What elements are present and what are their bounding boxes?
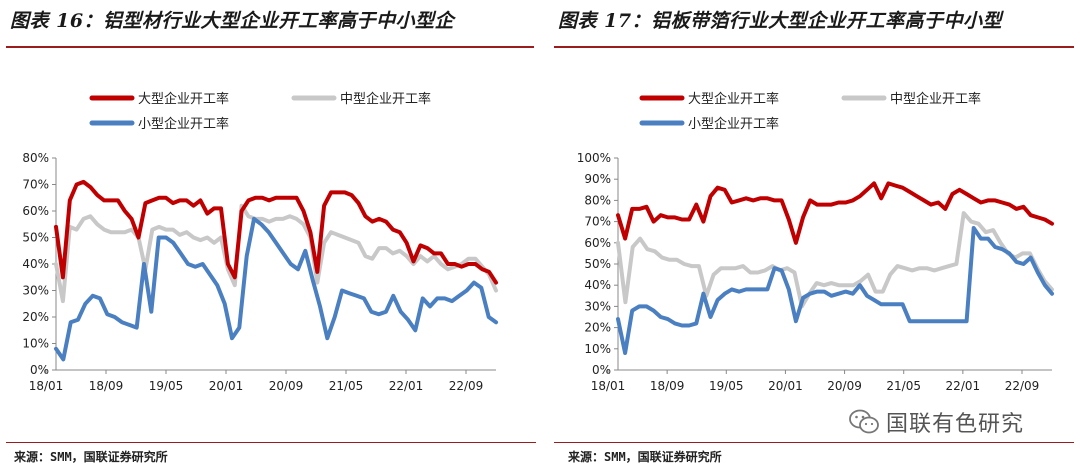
bottom-rule-right [554,442,1074,443]
x-tick-label: 20/09 [827,379,862,393]
series-line-1 [616,211,1054,309]
y-tick-label: 10% [22,337,49,351]
y-tick-label: 80% [584,193,611,207]
x-tick-label: 19/05 [149,379,184,393]
y-tick-label: 10% [584,342,611,356]
title-rule-16 [6,46,534,48]
y-tick-label: 20% [22,310,49,324]
y-tick-label: 100% [577,151,611,165]
x-tick-label: 18/01 [591,379,626,393]
title-rule-17 [554,46,1074,48]
y-tick-label: 40% [22,257,49,271]
y-tick-label: 40% [584,278,611,292]
series-line-0 [54,179,498,285]
chart-panel-right: 图表 17：铝板带箔行业大型企业开工率高于中小型 大型企业开工率 中型企业开工率小… [548,0,1080,430]
wechat-icon [849,409,879,434]
x-tick-label: 18/09 [89,379,124,393]
chart-panel-left: 图表 16：铝型材行业大型企业开工率高于中小型企 大型企业开工率 中型企业开工率小… [0,0,540,430]
y-tick-label: 60% [22,204,49,218]
x-tick-label: 22/09 [449,379,484,393]
watermark-text: 国联有色研究 [886,412,1025,437]
y-tick-label: 60% [584,236,611,250]
y-tick-label: 0% [592,363,611,377]
legend-label-1: 中型企业开工率 [890,91,981,107]
legend-label-2: 小型企业开工率 [688,116,779,132]
series-line-2 [616,226,1054,355]
series-line-0 [616,181,1054,245]
watermark: 国联有色研究 [848,406,1024,438]
x-tick-label: 18/09 [650,379,685,393]
figure-title-17: 图表 17：铝板带箔行业大型企业开工率高于中小型 [558,10,1003,32]
source-note-16: 来源：SMM，国联证券研究所 [14,450,168,464]
bottom-rule-left [6,442,536,443]
x-tick-label: 22/01 [946,379,981,393]
legend-label-0: 大型企业开工率 [688,91,779,107]
y-tick-label: 30% [22,284,49,298]
y-tick-label: 30% [584,299,611,313]
y-tick-label: 20% [584,321,611,335]
x-tick-label: 22/09 [1005,379,1040,393]
legend-label-1: 中型企业开工率 [340,91,431,107]
y-tick-label: 50% [584,257,611,271]
source-note-17: 来源：SMM，国联证券研究所 [568,450,722,464]
y-tick-label: 50% [22,231,49,245]
x-tick-label: 18/01 [29,379,64,393]
legend-label-0: 大型企业开工率 [138,91,229,107]
y-tick-label: 70% [22,178,49,192]
x-tick-label: 19/05 [709,379,744,393]
x-tick-label: 20/01 [768,379,803,393]
x-tick-label: 21/05 [329,379,364,393]
x-tick-label: 21/05 [886,379,921,393]
y-tick-label: 80% [22,151,49,165]
x-tick-label: 20/01 [209,379,244,393]
series-line-2 [54,216,498,362]
y-tick-label: 90% [584,172,611,186]
y-tick-label: 0% [30,363,49,377]
series-line-1 [54,203,498,304]
x-tick-label: 22/01 [389,379,424,393]
y-tick-label: 70% [584,215,611,229]
figure-title-16: 图表 16：铝型材行业大型企业开工率高于中小型企 [10,10,455,32]
x-tick-label: 20/09 [269,379,304,393]
legend-label-2: 小型企业开工率 [138,116,229,132]
